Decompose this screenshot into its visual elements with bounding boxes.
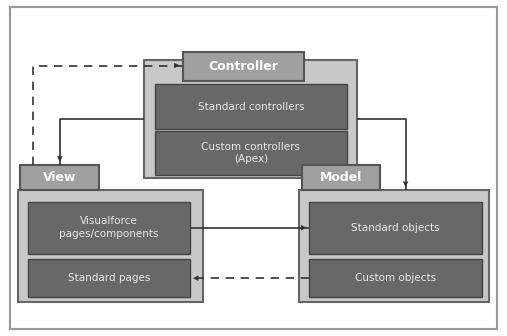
Text: Custom controllers
(Apex): Custom controllers (Apex) — [201, 142, 301, 164]
FancyBboxPatch shape — [183, 52, 304, 81]
FancyBboxPatch shape — [144, 60, 357, 178]
FancyBboxPatch shape — [309, 202, 482, 254]
FancyBboxPatch shape — [299, 190, 489, 302]
FancyBboxPatch shape — [20, 165, 99, 190]
Text: Custom objects: Custom objects — [355, 273, 436, 283]
Text: Visualforce
pages/components: Visualforce pages/components — [59, 216, 159, 239]
FancyBboxPatch shape — [302, 165, 380, 190]
FancyBboxPatch shape — [28, 259, 190, 297]
Text: Standard objects: Standard objects — [351, 223, 440, 233]
FancyBboxPatch shape — [28, 202, 190, 254]
Text: Standard pages: Standard pages — [68, 273, 150, 283]
FancyBboxPatch shape — [309, 259, 482, 297]
Text: View: View — [43, 171, 77, 184]
FancyBboxPatch shape — [18, 190, 203, 302]
FancyBboxPatch shape — [155, 84, 347, 129]
FancyBboxPatch shape — [155, 131, 347, 175]
Text: Controller: Controller — [208, 60, 278, 73]
Text: Standard controllers: Standard controllers — [198, 102, 304, 112]
Text: Model: Model — [320, 171, 362, 184]
